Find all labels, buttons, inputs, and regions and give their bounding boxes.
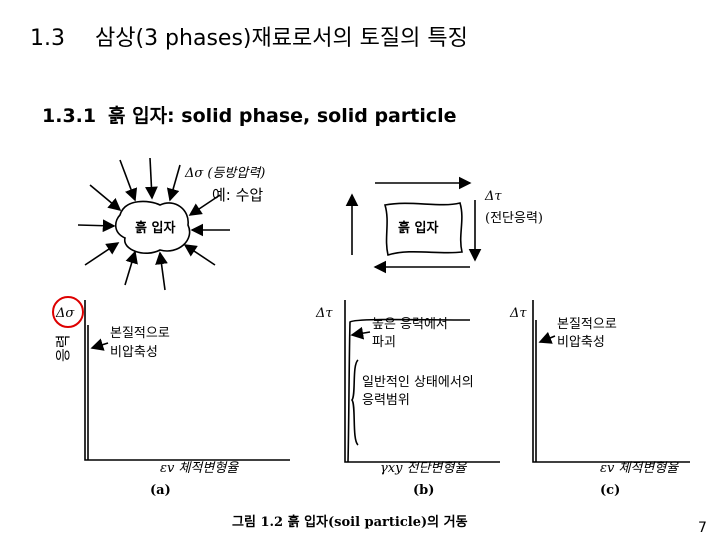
axes [532,300,690,463]
note-arrow [350,326,371,340]
page-number: 7 [698,520,707,536]
note-line: 본질적으로 [557,317,617,332]
example-note: 예: 수압 [212,186,263,204]
y-label: Δτ [509,306,527,321]
x-label: εv 체적변형율 [600,461,679,476]
note-line: 본질적으로 [110,326,170,341]
y-label: Δτ [315,306,333,321]
graph-b: Δτ 높은 응력에서 파괴 일반적인 상태에서의 응력범위 γxy 전단변형율 … [315,300,500,498]
shear-arrows [345,176,482,274]
note-line: 높은 응력에서 [372,317,448,332]
particle-outline [383,202,463,257]
graph-a: Δσ 응력 본질적으로 비압축성 εv 체적변형율 (a) [52,296,290,498]
stress-note: 응력 [54,334,72,362]
note-line: 비압축성 [110,345,158,360]
particle-label: 흙 입자 [398,220,438,236]
figure-caption: 그림 1.2 흙 입자(soil particle)의 거동 [232,514,468,530]
curve [347,318,471,463]
axes [84,300,290,461]
note-line: 비압축성 [557,335,605,350]
isotropic-figure: 흙 입자 Δσ (등방압력) 예: 수압 [77,157,265,291]
note-line: 파괴 [372,335,396,350]
note-line: 일반적인 상태에서의 [362,375,474,390]
title-number: 1.3 [30,26,65,51]
range-brace [350,359,359,446]
particle-outline [114,200,191,254]
graph-c: Δτ 본질적으로 비압축성 εv 체적변형율 (c) [509,300,690,498]
pressure-arrows [77,157,230,291]
tag: (a) [150,483,171,498]
stress-name: (전단응력) [485,211,543,226]
subtitle-number: 1.3.1 [42,105,96,127]
tag: (c) [600,483,620,498]
shear-figure: 흙 입자 Δτ (전단응력) [345,176,543,274]
note-arrow [538,331,556,344]
x-label: εv 체적변형율 [160,461,239,476]
x-label: γxy 전단변형율 [380,461,467,476]
subtitle-text: 흙 입자: solid phase, solid particle [108,104,457,127]
stress-label: Δτ [484,189,502,204]
tag: (b) [413,483,434,498]
axes [344,300,500,463]
highlight-circle [52,296,84,328]
stress-label: Δσ (등방압력) [184,166,265,181]
note-line: 응력범위 [362,393,410,408]
title-text: 삼상(3 phases)재료로서의 토질의 특징 [95,26,468,51]
y-label: Δσ [55,306,75,321]
particle-label: 흙 입자 [135,220,175,236]
note-arrow [90,338,109,351]
